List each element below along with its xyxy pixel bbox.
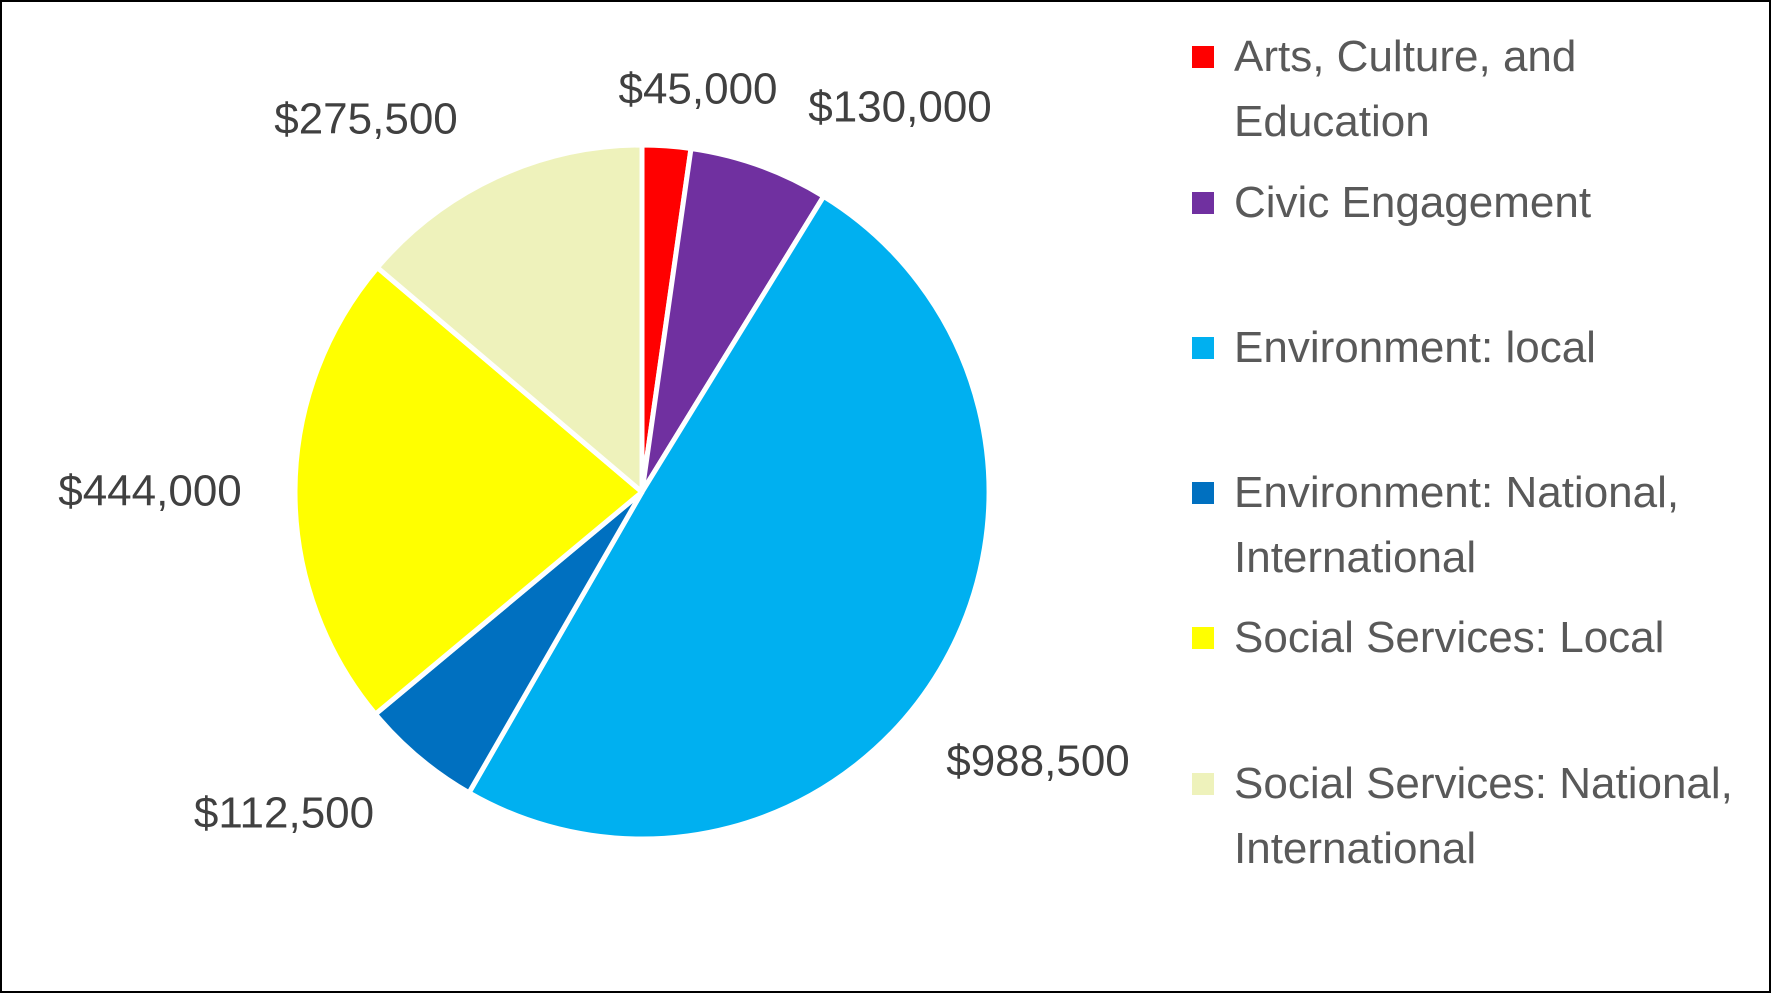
data-label-social-local: $444,000 [58, 467, 242, 516]
pie-slice-social-national [374, 142, 645, 495]
legend-label-env-national: Environment: National, International [1234, 468, 1680, 582]
data-label-civic: $130,000 [808, 83, 992, 132]
data-label-social-national: $275,500 [274, 95, 458, 144]
pie-slice-env-local [466, 193, 992, 842]
legend-label-arts: Arts, Culture, and Education [1234, 32, 1577, 146]
legend-swatch-social-national [1192, 773, 1214, 795]
data-label-arts: $45,000 [618, 65, 777, 114]
data-label-env-national: $112,500 [194, 789, 374, 838]
pie-slice-social-local [292, 265, 645, 717]
legend-label-social-national: Social Services: National, International [1234, 759, 1733, 873]
legend-swatch-arts [1192, 46, 1214, 68]
legend-swatch-env-local [1192, 337, 1214, 359]
legend-label-env-local: Environment: local [1234, 323, 1596, 372]
legend-label-social-local: Social Services: Local [1234, 613, 1665, 662]
legend-swatch-env-national [1192, 482, 1214, 504]
data-label-env-local: $988,500 [946, 737, 1130, 786]
pie-slices [292, 142, 992, 842]
legend-label-civic: Civic Engagement [1234, 178, 1592, 227]
legend-swatch-social-local [1192, 627, 1214, 649]
pie-slice-civic [639, 145, 827, 495]
legend-swatch-civic [1192, 192, 1214, 214]
pie-data-labels: $45,000 $130,000 $988,500 $112,500 $444,000 $… [58, 65, 1130, 838]
